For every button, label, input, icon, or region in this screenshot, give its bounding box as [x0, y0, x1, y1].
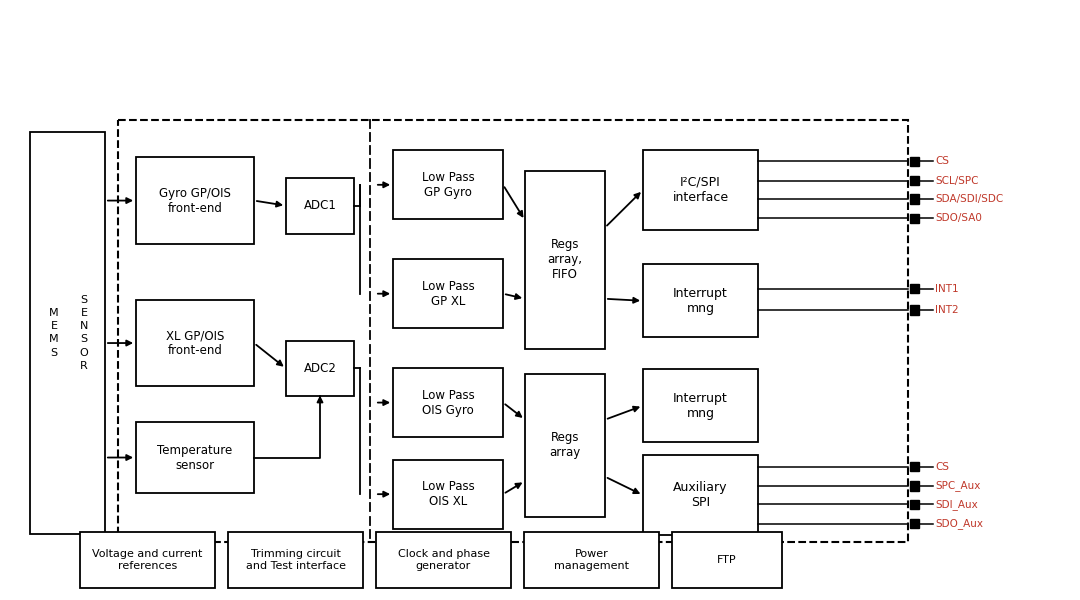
Text: ADC1: ADC1 [303, 199, 337, 212]
Text: FILTER BLOCK DIAGRAM: FILTER BLOCK DIAGRAM [43, 26, 434, 55]
Text: S
E
N
S
O
R: S E N S O R [80, 295, 89, 371]
Text: Low Pass
GP Gyro: Low Pass GP Gyro [421, 171, 474, 199]
Bar [643, 455, 758, 535]
Bar [30, 132, 105, 534]
Bar [80, 532, 215, 588]
Bar [643, 264, 758, 337]
Text: ADC2: ADC2 [303, 362, 337, 375]
Bar [672, 532, 782, 588]
Bar [286, 178, 354, 233]
Text: SCL/SPC: SCL/SPC [935, 176, 978, 186]
Text: CS: CS [935, 461, 949, 472]
Bar [393, 368, 503, 437]
Text: FTP: FTP [717, 555, 737, 565]
Bar [643, 369, 758, 442]
Text: Power
management: Power management [554, 549, 629, 571]
Text: Low Pass
OIS Gyro: Low Pass OIS Gyro [421, 389, 474, 416]
Bar [910, 481, 919, 491]
Text: Voltage and current
references: Voltage and current references [92, 549, 203, 571]
Bar [286, 340, 354, 397]
Text: Temperature
sensor: Temperature sensor [158, 443, 232, 472]
Bar [525, 374, 605, 517]
Bar [910, 157, 919, 166]
Bar [910, 500, 919, 509]
Bar [376, 532, 511, 588]
Bar [910, 214, 919, 223]
Text: M
E
M
S: M E M S [50, 308, 58, 358]
Text: Low Pass
OIS XL: Low Pass OIS XL [421, 480, 474, 508]
Text: Trimming circuit
and Test interface: Trimming circuit and Test interface [245, 549, 346, 571]
Bar [525, 170, 605, 349]
Text: Gyro GP/OIS
front-end: Gyro GP/OIS front-end [159, 187, 231, 215]
Text: Auxiliary
SPI: Auxiliary SPI [673, 481, 728, 509]
Bar [393, 259, 503, 328]
Bar [910, 462, 919, 471]
Bar [393, 150, 503, 220]
Bar [228, 532, 363, 588]
Bar [910, 194, 919, 203]
Text: I²C/SPI
interface: I²C/SPI interface [673, 176, 729, 204]
Text: SDI_Aux: SDI_Aux [935, 499, 977, 510]
Bar [910, 305, 919, 314]
Text: Regs
array: Regs array [550, 431, 581, 460]
Bar [118, 119, 908, 542]
Bar [136, 422, 254, 493]
Text: Clock and phase
generator: Clock and phase generator [397, 549, 489, 571]
Text: CS: CS [935, 157, 949, 166]
Text: INT2: INT2 [935, 305, 959, 315]
Bar [524, 532, 659, 588]
Bar [136, 157, 254, 244]
Text: INT1: INT1 [935, 284, 959, 293]
Text: Interrupt
mng: Interrupt mng [673, 287, 728, 315]
Text: XL GP/OIS
front-end: XL GP/OIS front-end [166, 329, 225, 357]
Text: SDO_Aux: SDO_Aux [935, 518, 983, 529]
Text: Low Pass
GP XL: Low Pass GP XL [421, 280, 474, 308]
Bar [910, 176, 919, 185]
Text: Interrupt
mng: Interrupt mng [673, 392, 728, 419]
Text: SDA/SDI/SDC: SDA/SDI/SDC [935, 194, 1003, 204]
Bar [910, 519, 919, 528]
Bar [393, 460, 503, 529]
Text: SDO/SA0: SDO/SA0 [935, 214, 982, 223]
Bar [643, 150, 758, 230]
Bar [910, 284, 919, 293]
Bar [136, 300, 254, 386]
Text: SPC_Aux: SPC_Aux [935, 481, 981, 491]
Text: Regs
array,
FIFO: Regs array, FIFO [548, 238, 582, 281]
